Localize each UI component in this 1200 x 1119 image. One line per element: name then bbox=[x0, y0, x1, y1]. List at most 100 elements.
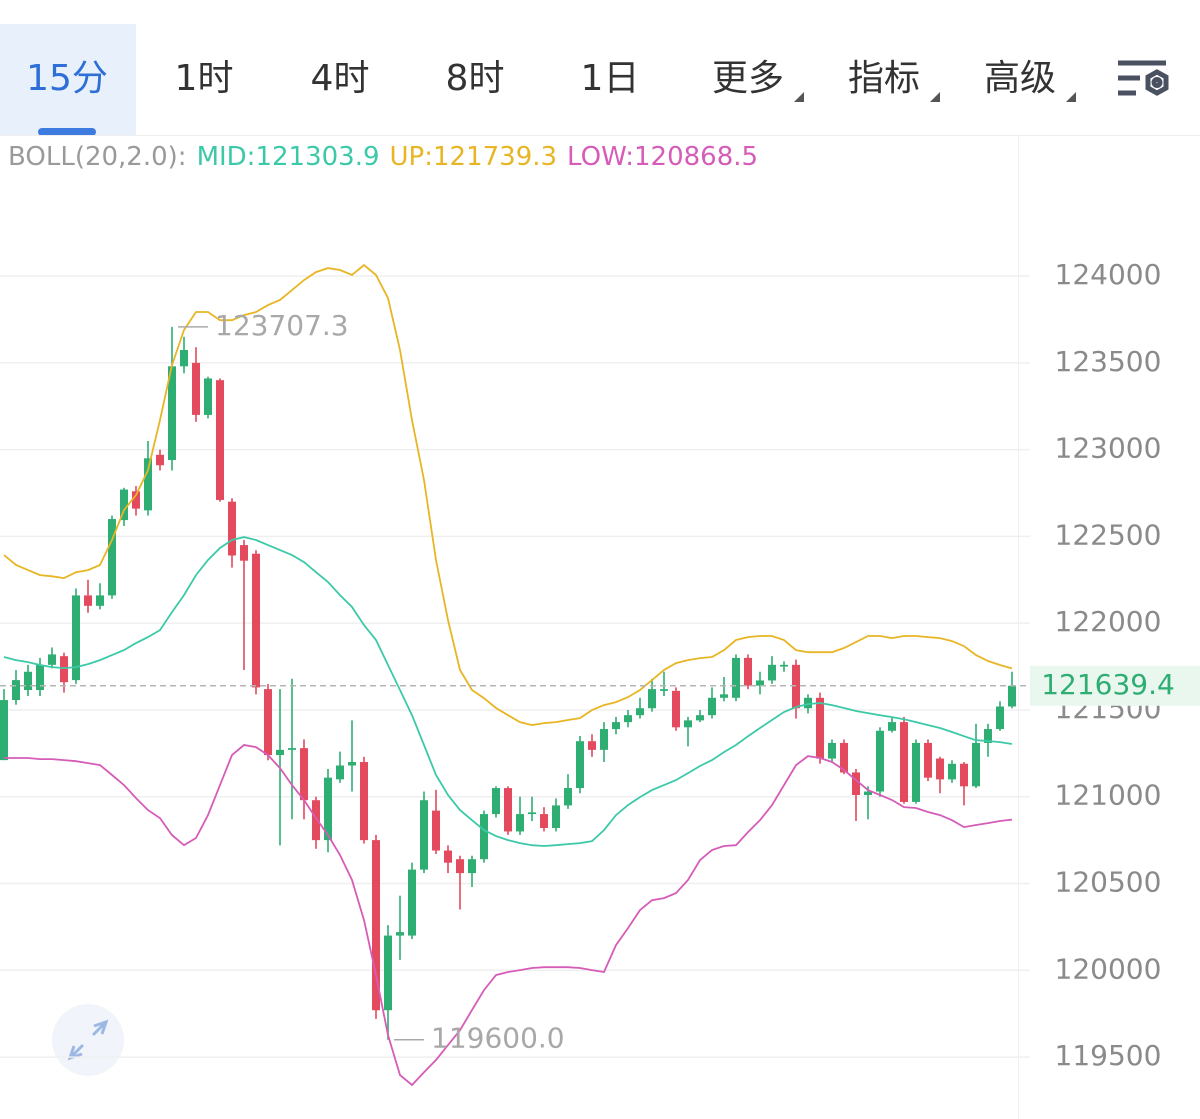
low-marker-label: 119600.0 bbox=[431, 1022, 565, 1055]
menu-arrow bbox=[930, 92, 940, 102]
timeframe-tab[interactable]: 15分 bbox=[26, 58, 108, 99]
candle-body bbox=[876, 730, 884, 792]
menu-arrow bbox=[1066, 92, 1076, 102]
candle-body bbox=[144, 458, 152, 511]
candle-body bbox=[216, 380, 224, 500]
candle-body bbox=[408, 869, 416, 936]
y-tick-label: 119500 bbox=[1055, 1039, 1162, 1072]
candle-body bbox=[684, 720, 692, 728]
candle-body bbox=[192, 362, 200, 415]
candle-body bbox=[60, 656, 68, 683]
candle-body bbox=[276, 749, 284, 756]
menu-tab[interactable]: 更多 bbox=[712, 58, 784, 99]
candle-body bbox=[300, 748, 308, 801]
candle-body bbox=[96, 595, 104, 606]
y-tick-label: 122000 bbox=[1055, 605, 1162, 638]
menu-tab[interactable]: 指标 bbox=[848, 58, 920, 99]
candle-body bbox=[252, 553, 260, 688]
candle-body bbox=[72, 595, 80, 681]
candle-body bbox=[612, 722, 620, 730]
candle-body bbox=[348, 762, 356, 766]
timeframe-tab[interactable]: 1日 bbox=[581, 58, 640, 99]
candle-body bbox=[444, 850, 452, 863]
candle-body bbox=[504, 788, 512, 832]
candle-body bbox=[240, 545, 248, 561]
candle-body bbox=[120, 489, 128, 521]
timeframe-tab[interactable]: 4时 bbox=[311, 58, 370, 99]
last-price-label: 121639.4 bbox=[1041, 668, 1175, 701]
y-tick-label: 123000 bbox=[1055, 432, 1162, 465]
candle-body bbox=[840, 742, 848, 773]
y-tick-label: 121000 bbox=[1055, 779, 1162, 812]
candle-body bbox=[336, 765, 344, 780]
candle-body bbox=[564, 788, 572, 806]
candle-body bbox=[744, 657, 752, 686]
candle-body bbox=[972, 742, 980, 787]
candle-body bbox=[516, 814, 524, 832]
y-tick-label: 120500 bbox=[1055, 866, 1162, 899]
y-tick-label: 122500 bbox=[1055, 518, 1162, 551]
last-price-box bbox=[1030, 665, 1200, 706]
candle-body bbox=[24, 671, 32, 690]
band-line bbox=[3, 263, 1013, 727]
timeframe-tab[interactable]: 1时 bbox=[175, 58, 234, 99]
candle-body bbox=[732, 657, 740, 698]
candle-body bbox=[432, 810, 440, 851]
candle-body bbox=[624, 715, 632, 723]
candle-body bbox=[456, 859, 464, 874]
candle-body bbox=[696, 715, 704, 721]
candle-body bbox=[468, 859, 476, 874]
candle-body bbox=[768, 664, 776, 681]
candle-body bbox=[360, 762, 368, 841]
candle-body bbox=[36, 664, 44, 690]
candle-body bbox=[540, 814, 548, 828]
expand-bg bbox=[52, 1004, 124, 1076]
timeframe-tab[interactable]: 8时 bbox=[446, 58, 505, 99]
candle-body bbox=[828, 742, 836, 759]
candle-body bbox=[384, 935, 392, 1011]
candle-body bbox=[816, 697, 824, 759]
menu-tab[interactable]: 高级 bbox=[984, 58, 1056, 99]
candle-body bbox=[1008, 685, 1016, 707]
candle-body bbox=[492, 788, 500, 815]
legend-entry: MID:121303.9 bbox=[197, 142, 380, 172]
icon-hex bbox=[1145, 69, 1169, 96]
band-line bbox=[4, 744, 1013, 1087]
candle-body bbox=[996, 706, 1004, 730]
candle-body bbox=[0, 700, 8, 761]
active-tab-indicator bbox=[38, 128, 96, 136]
candle-body bbox=[636, 708, 644, 716]
icon-dot bbox=[1151, 77, 1163, 88]
high-marker-label: 123707.3 bbox=[215, 309, 349, 342]
candle-body bbox=[228, 501, 236, 556]
expand-button[interactable] bbox=[52, 1004, 124, 1076]
candle-body bbox=[756, 680, 764, 686]
candle-body bbox=[792, 664, 800, 709]
candle-body bbox=[720, 694, 728, 698]
candle-body bbox=[180, 350, 188, 367]
candle-body bbox=[864, 791, 872, 795]
candle-body bbox=[108, 519, 116, 596]
candle-body bbox=[588, 741, 596, 750]
candle-body bbox=[984, 729, 992, 743]
candle-body bbox=[12, 680, 20, 701]
candle-body bbox=[900, 722, 908, 802]
band-line bbox=[3, 536, 1013, 847]
candle-body bbox=[708, 697, 716, 716]
settings-icon[interactable] bbox=[1118, 60, 1169, 96]
candle-body bbox=[324, 777, 332, 841]
expand-arrows bbox=[67, 1019, 109, 1061]
candle-body bbox=[156, 454, 164, 466]
candle-body bbox=[780, 664, 788, 667]
candle-body bbox=[672, 690, 680, 728]
legend-entry: UP:121739.3 bbox=[390, 142, 558, 172]
y-tick-label: 124000 bbox=[1055, 258, 1162, 291]
indicator-legend: BOLL(20,2.0): MID:121303.9 UP:121739.3 LOW:… bbox=[8, 142, 758, 172]
candle-body bbox=[936, 758, 944, 780]
candle-body bbox=[372, 840, 380, 1011]
candle-body bbox=[132, 491, 140, 509]
candle-body bbox=[600, 729, 608, 750]
candle-body bbox=[528, 812, 536, 815]
y-tick-label: 120000 bbox=[1055, 952, 1162, 985]
